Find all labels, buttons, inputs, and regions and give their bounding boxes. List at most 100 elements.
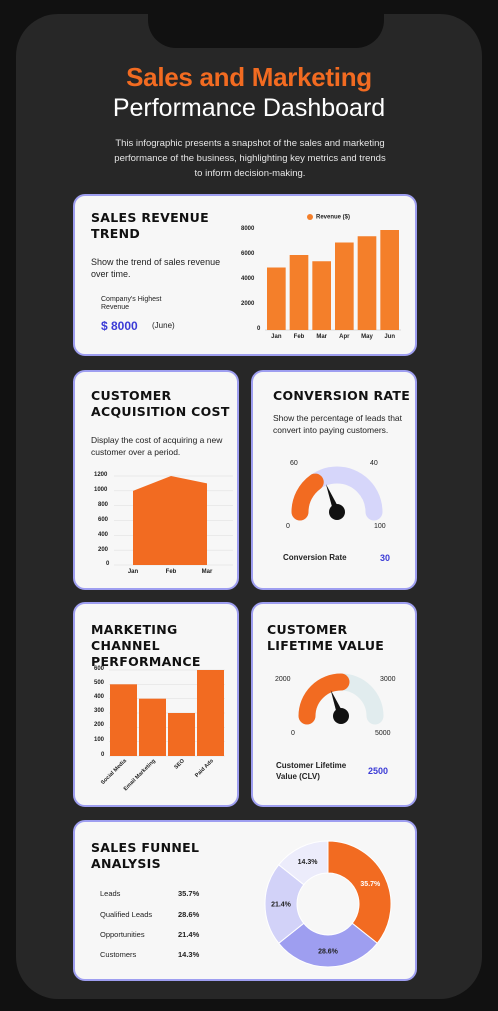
gauge-min: 0 [286, 523, 290, 530]
card-title: CONVERSION RATE [273, 388, 411, 403]
y-tick: 600 [98, 517, 109, 523]
x-tick-label: Jan [128, 569, 139, 575]
donut-slice [327, 840, 392, 944]
marketing-card: MARKETING CHANNEL PERFORMANCE 600 500 40… [73, 602, 239, 807]
legend-dot [307, 214, 313, 220]
funnel-label: Opportunities [100, 930, 145, 939]
clv-card: CUSTOMER LIFETIME VALUE 2000 3000 0 5000… [251, 602, 417, 807]
gauge-label-left: 60 [290, 460, 298, 467]
y-tick: 8000 [241, 226, 255, 232]
y-tick: 400 [98, 532, 109, 538]
y-tick: 4000 [241, 276, 255, 282]
donut-slice [278, 840, 329, 886]
y-tick: 1000 [94, 487, 108, 493]
slice-label: 35.7% [360, 881, 381, 888]
card-description: Show the percentage of leads that conver… [273, 413, 403, 435]
gauge-fill [291, 473, 324, 521]
x-tick-label: Social Media [100, 758, 128, 786]
dashboard-title: Sales and Marketing [126, 62, 372, 92]
x-tick-label: SEO [173, 758, 186, 771]
revenue-bar [357, 236, 377, 330]
gauge-max: 5000 [375, 730, 391, 737]
y-tick: 0 [106, 561, 110, 567]
gauge-min: 0 [291, 730, 295, 737]
funnel-label: Leads [100, 889, 121, 898]
clv-value-label: Customer Lifetime Value (CLV) [276, 761, 347, 781]
x-tick-label: Paid Ads [194, 758, 215, 779]
card-title: CUSTOMER LIFETIME VALUE [267, 622, 385, 653]
channel-bar [139, 698, 166, 756]
card-description: Display the cost of acquiring a new cust… [91, 435, 223, 457]
y-tick: 100 [94, 737, 105, 743]
dashboard-subtitle: Performance Dashboard [112, 94, 386, 122]
x-tick-label: Mar [202, 569, 213, 575]
y-tick: 200 [98, 547, 109, 553]
highest-revenue-month: (June) [152, 321, 175, 330]
y-tick: 500 [94, 680, 105, 686]
gauge-fill [298, 673, 350, 725]
y-tick: 0 [101, 752, 105, 758]
funnel-value: 28.6% [178, 910, 200, 919]
x-tick-label: May [361, 334, 373, 340]
x-tick-label: Jan [271, 334, 282, 340]
x-tick-label: Mar [316, 334, 327, 340]
conversion-value: 30 [380, 553, 391, 563]
gauge-label-left: 2000 [275, 676, 291, 683]
cac-card: CUSTOMER ACQUISITION COST Display the co… [73, 370, 239, 590]
x-tick-label: Feb [166, 569, 177, 575]
y-tick: 600 [94, 666, 105, 672]
revenue-bar [312, 261, 331, 330]
y-tick: 1200 [94, 472, 108, 478]
y-tick: 2000 [241, 301, 255, 307]
funnel-value: 21.4% [178, 930, 200, 939]
y-tick: 400 [94, 694, 105, 700]
clv-gauge [298, 673, 384, 725]
card-title: SALES REVENUE TREND [91, 210, 209, 241]
x-tick-label: Feb [294, 334, 305, 340]
clv-value: 2500 [368, 766, 389, 776]
channel-bar [197, 670, 224, 756]
slice-label: 21.4% [271, 902, 292, 909]
gauge-label-right: 3000 [380, 676, 396, 683]
highest-revenue-value: $ 8000 [101, 319, 138, 333]
donut-slice [278, 922, 378, 968]
gauge-label-right: 40 [370, 460, 378, 467]
gauge-hub [333, 708, 349, 724]
card-title: MARKETING CHANNEL PERFORMANCE [91, 622, 201, 669]
channel-bar [110, 684, 137, 756]
funnel-value: 14.3% [178, 950, 200, 959]
revenue-bar [267, 267, 286, 330]
revenue-bar-chart: Jan Feb Mar Apr May Jun [265, 230, 401, 340]
cac-area-chart: Jan Feb Mar [114, 475, 233, 575]
conversion-gauge [291, 466, 383, 521]
card-description: Show the trend of sales revenue over tim… [91, 257, 221, 279]
x-tick-label: Apr [339, 334, 350, 340]
slice-label: 28.6% [318, 949, 339, 956]
slice-label: 14.3% [298, 859, 319, 866]
gauge-hub [329, 504, 345, 520]
cac-area [133, 476, 207, 565]
conversion-card: CONVERSION RATE Show the percentage of l… [251, 370, 417, 590]
funnel-card: SALES FUNNEL ANALYSIS Leads 35.7% Qualif… [73, 820, 417, 981]
x-tick-label: Email Marketing [123, 758, 157, 792]
y-tick: 6000 [241, 251, 255, 257]
highest-revenue-label: Company's Highest Revenue [101, 296, 162, 311]
intro-text: This infographic presents a snapshot of … [114, 138, 386, 179]
card-title: SALES FUNNEL ANALYSIS [91, 840, 200, 871]
channel-bar [168, 713, 195, 756]
phone-notch [148, 14, 384, 48]
revenue-bar [380, 230, 399, 330]
funnel-value: 35.7% [178, 889, 200, 898]
conversion-value-label: Conversion Rate [283, 553, 347, 562]
x-tick-label: Jun [384, 334, 395, 340]
revenue-bar [289, 255, 309, 330]
y-tick: 0 [257, 326, 261, 332]
y-tick: 300 [94, 708, 105, 714]
funnel-donut-chart: 35.7% 28.6% 21.4% 14.3% [264, 840, 392, 968]
chart-legend: Revenue ($) [307, 214, 350, 221]
funnel-label: Customers [100, 950, 137, 959]
funnel-label: Qualified Leads [100, 910, 153, 919]
y-tick: 200 [94, 722, 105, 728]
revenue-bar [335, 242, 354, 330]
